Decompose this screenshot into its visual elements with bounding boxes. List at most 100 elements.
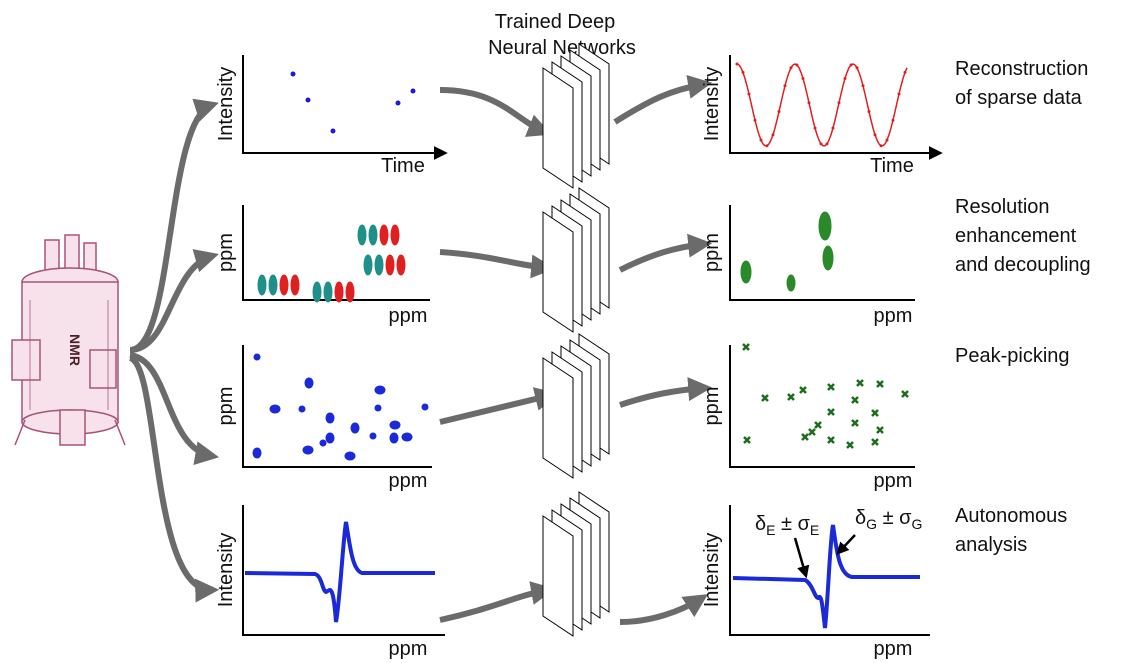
task-label: enhancement [955, 225, 1077, 247]
annotation: δG ± σG [855, 507, 922, 532]
axes [242, 205, 430, 301]
flow-arrows [128, 75, 713, 625]
annotation-sub: E [766, 522, 775, 538]
annotation-sub: G [911, 516, 922, 532]
annotation-arrow [793, 537, 810, 579]
annotation-part: ± σ [877, 507, 912, 529]
annotation-part: δ [855, 507, 866, 529]
peak [350, 422, 360, 434]
spectrum [244, 521, 435, 623]
x-axis-label: Time [870, 155, 914, 177]
peak [323, 281, 333, 303]
flow-arrow [439, 581, 556, 623]
axes [729, 505, 930, 636]
peak [822, 245, 834, 271]
signal-dot [879, 144, 883, 148]
peak [334, 281, 344, 303]
peak [363, 254, 373, 276]
peak-mark [876, 380, 884, 388]
peak [390, 224, 400, 246]
axes [729, 55, 943, 160]
peak-mark [814, 421, 822, 429]
signal-dot [777, 110, 781, 114]
x-axis-label: ppm [874, 470, 913, 492]
y-axis-label: Intensity [701, 533, 723, 607]
peak-mark [742, 343, 750, 351]
peak [401, 432, 413, 442]
signal-dot [867, 110, 871, 114]
peak [396, 254, 406, 276]
signal-dot [837, 101, 841, 105]
network-layer [542, 515, 574, 637]
peak [319, 439, 327, 447]
flow-arrow [439, 249, 556, 279]
peak-mark [846, 441, 854, 449]
peak-mark [856, 379, 864, 387]
peak [374, 385, 386, 395]
signal [736, 63, 908, 147]
peak-mark [871, 438, 879, 446]
instrument-label: NMR [67, 334, 83, 366]
sample-dot [395, 100, 401, 106]
peak [421, 403, 429, 411]
peak [740, 260, 752, 284]
x-axis-label: ppm [389, 638, 428, 660]
peak-mark [871, 409, 879, 417]
annotation-sub: G [866, 516, 877, 532]
signal-dot [765, 144, 769, 148]
flow-arrow [439, 387, 559, 425]
x-axis-label: ppm [389, 305, 428, 327]
flow-arrow [128, 355, 220, 603]
signal-dot [813, 126, 817, 130]
signal-dot [789, 66, 793, 70]
flow-arrow [439, 87, 552, 137]
peak [368, 224, 378, 246]
signal-dot [885, 138, 889, 142]
annotation-part: ± σ [775, 513, 810, 535]
task-label: Reconstruction [955, 58, 1088, 80]
y-axis-label: Intensity [215, 533, 237, 607]
peak [345, 281, 355, 303]
sample-dot [410, 88, 416, 94]
axes [242, 345, 432, 468]
peak [325, 412, 335, 424]
signal-dot [891, 118, 895, 122]
annotation: δE ± σE [755, 513, 819, 538]
peak [374, 254, 384, 276]
peak [268, 274, 278, 296]
network-layer [542, 357, 574, 479]
network-layer [542, 67, 574, 189]
axes [729, 345, 915, 468]
signal-dot [735, 62, 739, 66]
spectrum [732, 524, 920, 629]
signal-dot [825, 142, 829, 146]
y-axis-label: Intensity [215, 67, 237, 141]
sample-dot [305, 97, 311, 103]
sample-dot [290, 71, 296, 77]
peak-mark [827, 408, 835, 416]
axes [242, 505, 445, 636]
y-axis-label: ppm [215, 233, 237, 272]
signal-dot [861, 84, 865, 88]
signal-dot [783, 84, 787, 88]
peak [279, 274, 289, 296]
peak [818, 211, 832, 241]
signal-dot [819, 142, 823, 146]
peak [374, 404, 382, 412]
peak-mark [787, 393, 795, 401]
signal-dot [795, 63, 799, 67]
sample-dot [330, 128, 336, 134]
signal-dot [849, 63, 853, 67]
peak-mark [761, 394, 769, 402]
task-label: Autonomous [955, 505, 1067, 527]
flow-arrow [619, 377, 713, 408]
signal-dot [801, 77, 805, 80]
signal-dot [771, 133, 775, 137]
peak [312, 281, 322, 303]
y-axis-label: ppm [701, 233, 723, 272]
signal-dot [843, 77, 847, 80]
x-axis-label: ppm [874, 638, 913, 660]
peak [253, 353, 261, 361]
axes [729, 205, 915, 301]
signal-dot [903, 70, 907, 74]
